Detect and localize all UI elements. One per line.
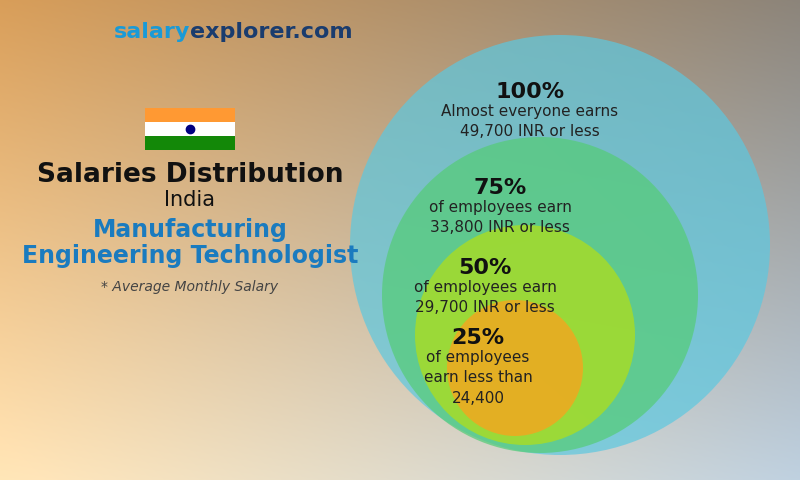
Text: salary: salary xyxy=(114,22,190,42)
Bar xyxy=(145,136,235,150)
Circle shape xyxy=(415,225,635,445)
Text: India: India xyxy=(165,190,215,210)
Text: Manufacturing: Manufacturing xyxy=(93,218,287,242)
Bar xyxy=(145,122,235,136)
Text: of employees earn
33,800 INR or less: of employees earn 33,800 INR or less xyxy=(429,200,571,235)
Text: * Average Monthly Salary: * Average Monthly Salary xyxy=(102,280,278,294)
Text: explorer.com: explorer.com xyxy=(190,22,353,42)
Text: of employees
earn less than
24,400: of employees earn less than 24,400 xyxy=(424,350,532,406)
Text: 75%: 75% xyxy=(474,178,526,198)
Circle shape xyxy=(447,300,583,436)
Text: Engineering Technologist: Engineering Technologist xyxy=(22,244,358,268)
Bar xyxy=(145,108,235,122)
Text: of employees earn
29,700 INR or less: of employees earn 29,700 INR or less xyxy=(414,280,557,315)
Circle shape xyxy=(382,137,698,453)
Text: Almost everyone earns
49,700 INR or less: Almost everyone earns 49,700 INR or less xyxy=(442,104,618,139)
Circle shape xyxy=(350,35,770,455)
Text: 100%: 100% xyxy=(495,82,565,102)
Text: 50%: 50% xyxy=(458,258,512,278)
Text: Salaries Distribution: Salaries Distribution xyxy=(37,162,343,188)
Text: 25%: 25% xyxy=(451,328,505,348)
